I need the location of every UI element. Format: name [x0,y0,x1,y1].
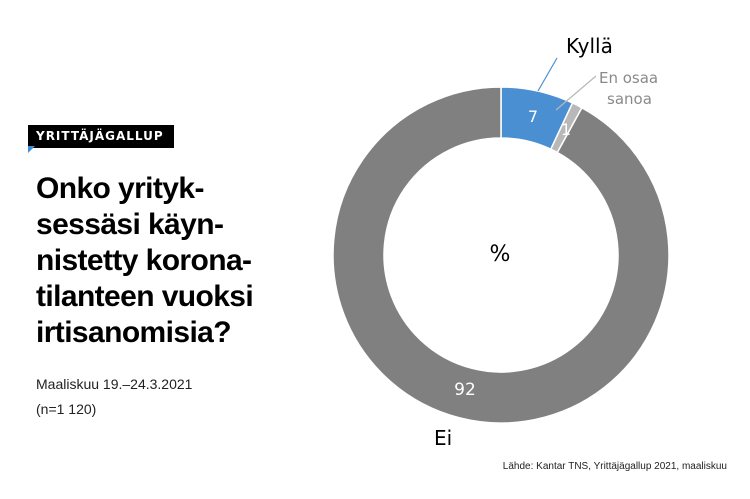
category-label-en-osaa-line1: En osaa [599,69,658,87]
leader-line-en-osaa [555,75,597,111]
survey-date: Maaliskuu 19.–24.3.2021 [36,376,193,392]
donut-slices [332,86,670,424]
category-label-kylla: Kyllä [566,34,613,58]
slice-value-label-ei: 92 [454,380,476,400]
leader-line-kylla [537,57,558,92]
center-percent-label: % [490,242,511,267]
slice-value-label-kylla: 7 [528,107,538,126]
badge-accent-tick [28,146,35,153]
chart-question-title: Onko yrityk- sessäsi käyn- nistetty koro… [36,172,254,349]
slice-value-label-en-osaa: 1 [561,120,571,139]
category-label-ei: Ei [434,426,452,450]
sample-size: (n=1 120) [36,401,97,417]
yrittajagallup-badge: YRITTÄJÄGALLUP [28,125,174,148]
source-note: Lähde: Kantar TNS, Yrittäjägallup 2021, … [502,461,727,472]
category-label-en-osaa-line2: sanoa [607,90,652,108]
donut-slice-ei [332,86,670,424]
